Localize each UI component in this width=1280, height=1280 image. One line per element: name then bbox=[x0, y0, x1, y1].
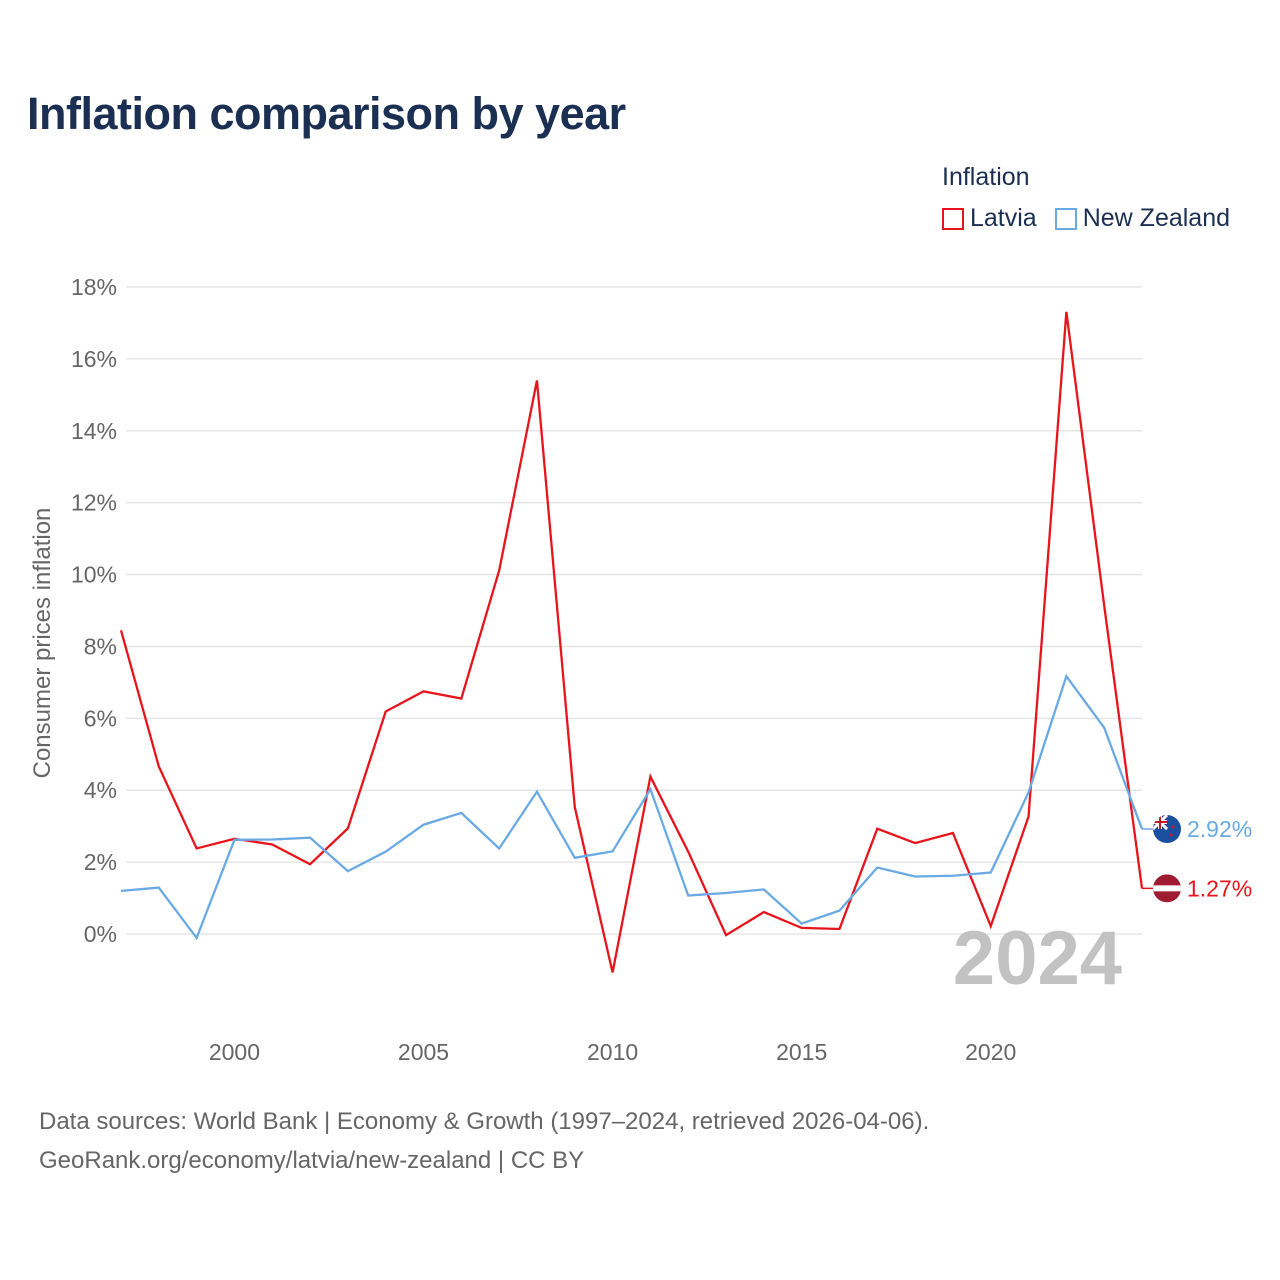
year-watermark: 2024 bbox=[953, 916, 1122, 1001]
data-point-new-zealand[interactable] bbox=[610, 848, 616, 854]
y-tick-label: 10% bbox=[71, 562, 117, 588]
legend-label-new-zealand: New Zealand bbox=[1082, 204, 1231, 232]
data-point-new-zealand[interactable] bbox=[799, 921, 805, 927]
data-point-latvia[interactable] bbox=[383, 709, 389, 715]
data-point-new-zealand[interactable] bbox=[458, 810, 464, 816]
data-point-new-zealand[interactable] bbox=[496, 845, 502, 851]
line-chart: 0%2%4%6%8%10%12%14%16%18% 2000 2005 2010 20… bbox=[29, 274, 1252, 1065]
data-point-latvia[interactable] bbox=[761, 909, 767, 915]
legend: Latvia New Zealand bbox=[942, 204, 1248, 233]
data-point-latvia[interactable] bbox=[421, 688, 427, 694]
legend-swatch-new-zealand bbox=[1054, 207, 1077, 230]
data-point-latvia[interactable] bbox=[723, 932, 729, 938]
y-tick-label: 2% bbox=[84, 849, 117, 875]
data-point-new-zealand[interactable] bbox=[572, 855, 578, 861]
data-point-new-zealand[interactable] bbox=[383, 849, 389, 855]
data-point-new-zealand[interactable] bbox=[231, 837, 237, 843]
y-tick-label: 16% bbox=[71, 346, 117, 372]
y-axis-label: Consumer prices inflation bbox=[29, 508, 56, 779]
y-tick-label: 8% bbox=[84, 633, 117, 659]
data-point-latvia[interactable] bbox=[307, 861, 313, 867]
data-point-latvia[interactable] bbox=[685, 849, 691, 855]
data-point-new-zealand[interactable] bbox=[647, 786, 653, 792]
data-point-new-zealand[interactable] bbox=[988, 870, 994, 876]
data-point-new-zealand[interactable] bbox=[307, 835, 313, 841]
series-line-new-zealand[interactable] bbox=[120, 673, 1144, 941]
data-point-new-zealand[interactable] bbox=[685, 893, 691, 899]
data-point-new-zealand[interactable] bbox=[345, 868, 351, 874]
legend-item-new-zealand[interactable]: New Zealand bbox=[1054, 204, 1231, 233]
data-point-latvia[interactable] bbox=[836, 926, 842, 932]
data-point-new-zealand[interactable] bbox=[761, 886, 767, 892]
data-point-latvia[interactable] bbox=[496, 568, 502, 574]
end-value-label-new-zealand: 2.92% bbox=[1187, 816, 1252, 842]
data-point-new-zealand[interactable] bbox=[836, 908, 842, 914]
data-point-latvia[interactable] bbox=[156, 763, 162, 769]
data-point-new-zealand[interactable] bbox=[194, 935, 200, 941]
series-line-latvia[interactable] bbox=[119, 311, 1144, 973]
data-point-new-zealand[interactable] bbox=[1026, 789, 1032, 795]
legend-swatch-latvia bbox=[942, 207, 964, 230]
data-point-latvia[interactable] bbox=[988, 923, 994, 929]
new-zealand-flag-icon bbox=[1153, 815, 1181, 844]
x-tick-label: 2010 bbox=[587, 1039, 638, 1065]
data-point-latvia[interactable] bbox=[950, 830, 956, 836]
data-point-new-zealand[interactable] bbox=[723, 890, 729, 896]
data-point-latvia[interactable] bbox=[874, 826, 880, 832]
data-point-new-zealand[interactable] bbox=[912, 873, 918, 879]
x-tick-label: 2015 bbox=[776, 1039, 827, 1065]
y-tick-label: 12% bbox=[71, 490, 117, 516]
y-axis-ticks: 0% 2% 4% 6% 8% 10% 12% 14% 16% 18% bbox=[71, 274, 117, 947]
data-point-latvia[interactable] bbox=[1101, 602, 1107, 608]
y-tick-label: 6% bbox=[84, 705, 117, 731]
footer-source: Data sources: World Bank | Economy & Gro… bbox=[39, 1108, 930, 1135]
y-tick-label: 14% bbox=[71, 418, 117, 444]
end-markers: 1.27% 2.92% bbox=[1142, 815, 1252, 903]
data-point-new-zealand[interactable] bbox=[1101, 725, 1107, 731]
legend-title: Inflation bbox=[942, 163, 1030, 191]
x-tick-label: 2000 bbox=[209, 1039, 260, 1065]
grid-lines bbox=[126, 286, 1142, 935]
x-tick-label: 2005 bbox=[398, 1039, 449, 1065]
end-value-label-latvia: 1.27% bbox=[1187, 875, 1252, 901]
data-point-latvia[interactable] bbox=[534, 377, 540, 383]
data-point-new-zealand[interactable] bbox=[874, 865, 880, 871]
data-point-new-zealand[interactable] bbox=[118, 888, 124, 894]
data-point-latvia[interactable] bbox=[458, 696, 464, 702]
series-lines bbox=[118, 309, 1144, 975]
x-axis-ticks: 2000 2005 2010 2015 2020 bbox=[209, 1039, 1016, 1065]
legend-item-latvia[interactable]: Latvia bbox=[942, 204, 1037, 233]
y-tick-label: 4% bbox=[84, 777, 117, 803]
data-point-new-zealand[interactable] bbox=[534, 789, 540, 795]
y-tick-label: 18% bbox=[71, 274, 117, 300]
data-point-latvia[interactable] bbox=[610, 969, 616, 975]
legend-label-latvia: Latvia bbox=[970, 204, 1037, 232]
data-point-latvia[interactable] bbox=[118, 627, 124, 633]
data-point-latvia[interactable] bbox=[1063, 309, 1069, 315]
footer-link[interactable]: GeoRank.org/economy/latvia/new-zealand |… bbox=[39, 1147, 585, 1174]
data-point-new-zealand[interactable] bbox=[950, 873, 956, 879]
data-point-latvia[interactable] bbox=[912, 840, 918, 846]
chart-title: Inflation comparison by year bbox=[27, 88, 626, 139]
data-point-new-zealand[interactable] bbox=[421, 822, 427, 828]
data-point-new-zealand[interactable] bbox=[1063, 673, 1069, 679]
data-point-new-zealand[interactable] bbox=[156, 885, 162, 891]
data-point-latvia[interactable] bbox=[1026, 813, 1032, 819]
x-tick-label: 2020 bbox=[965, 1039, 1016, 1065]
latvia-flag-icon bbox=[1153, 874, 1181, 903]
y-tick-label: 0% bbox=[84, 921, 117, 947]
data-point-latvia[interactable] bbox=[572, 804, 578, 810]
data-point-latvia[interactable] bbox=[647, 774, 653, 780]
data-point-new-zealand[interactable] bbox=[269, 836, 275, 842]
data-point-latvia[interactable] bbox=[194, 845, 200, 851]
data-point-latvia[interactable] bbox=[345, 825, 351, 831]
